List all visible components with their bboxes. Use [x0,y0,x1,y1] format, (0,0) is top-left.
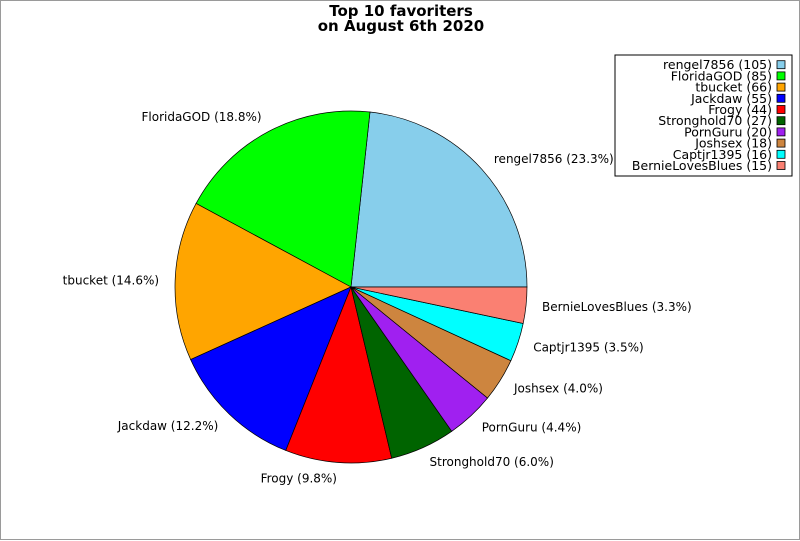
slice-label-joshsex: Joshsex (4.0%) [513,382,603,396]
slice-labels: rengel7856 (23.3%) FloridaGOD (18.8%) tbuc… [63,110,692,485]
slice-label-stronghold70: Stronghold70 (6.0%) [430,455,554,469]
legend-entry-rengel7856: rengel7856 (105) [663,57,772,72]
legend-entry-joshsex: Joshsex (18) [694,136,772,151]
chart-title: Top 10 favoriters on August 6th 2020 [318,2,485,35]
slice-label-tbucket: tbucket (14.6%) [63,273,159,287]
pie-slice-rengel7856 [350,111,528,288]
legend-swatch-joshsex [776,138,786,148]
legend-swatch-captjr1395 [776,149,786,159]
slice-label-frogy: Frogy (9.8%) [261,472,337,486]
slice-label-bernielovesblues: BernieLovesBlues (3.3%) [542,300,692,314]
legend-entry-floridagod: FloridaGOD (85) [671,68,772,83]
pie-slice-jackdaw [190,286,352,451]
legend-swatch-rengel7856 [776,60,786,70]
legend-swatch-frogy [776,105,786,114]
legend-swatch-stronghold70 [776,116,786,126]
chart-title-line-1: Top 10 favoriters [329,2,473,20]
legend-entry-bernielovesblues: BernieLovesBlues (15) [632,158,772,173]
legend-entry-frogy: Frogy (44) [708,102,772,117]
legend-entry-tbucket: tbucket (66) [695,80,772,95]
legend-swatch-floridagod [776,71,786,81]
legend-entry-pornguru: PornGuru (20) [684,124,772,139]
slice-label-rengel7856: rengel7856 (23.3%) [494,152,614,166]
chart-title-line-2: on August 6th 2020 [318,17,485,35]
pie-slice-frogy [285,285,393,464]
legend-swatch-tbucket [776,82,786,92]
legend-entry-captjr1395: Captjr1395 (16) [673,147,772,162]
pie-slice-floridagod [195,110,371,288]
pie-slice-bernielovesblues [350,286,528,324]
slice-label-floridagod: FloridaGOD (18.8%) [141,110,261,124]
slice-label-captjr1395: Captjr1395 (3.5%) [533,341,644,355]
legend: rengel7856 (105)FloridaGOD (85)tbucket (… [614,54,793,177]
legend-swatch-bernielovesblues [776,161,786,170]
legend-box [614,54,793,177]
legend-swatch-jackdaw [776,93,786,103]
legend-entry-stronghold70: Stronghold70 (27) [658,113,772,128]
slice-label-jackdaw: Jackdaw (12.2%) [117,419,219,433]
legend-entry-jackdaw: Jackdaw (55) [690,91,772,106]
pie-slice-tbucket [174,202,352,361]
pie-slices [174,110,528,464]
slice-label-pornguru: PornGuru (4.4%) [482,421,582,435]
legend-swatch-pornguru [776,127,786,137]
